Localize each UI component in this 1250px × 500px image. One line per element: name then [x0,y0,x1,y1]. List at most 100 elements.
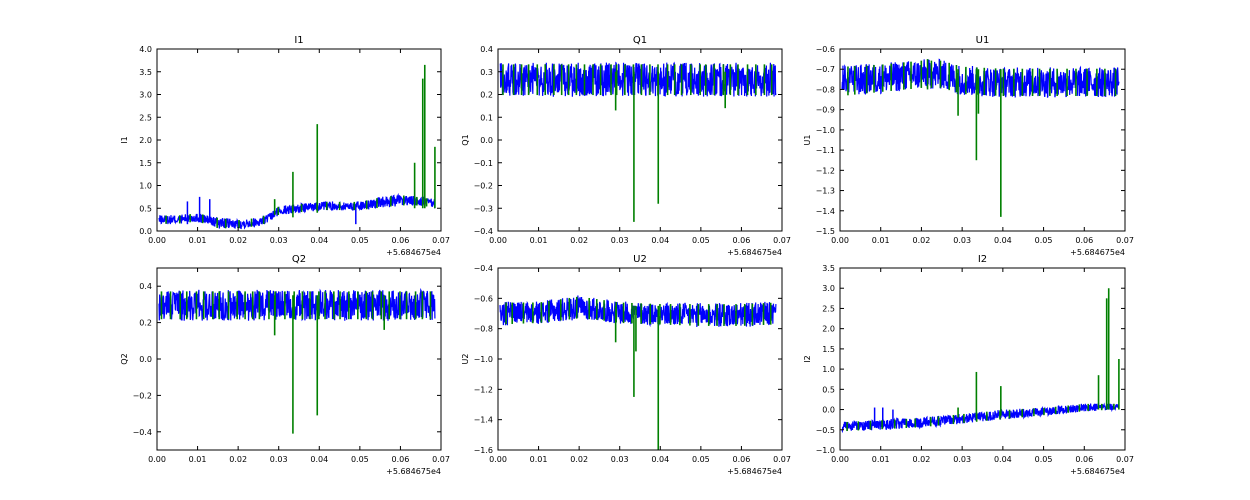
y-tick-label: 2.5 [822,304,835,313]
y-tick-label: −1.4 [816,207,835,216]
y-tick-label: −0.6 [816,45,835,54]
y-axis-label: I2 [803,355,812,362]
y-tick-label: −1.1 [816,146,835,155]
y-tick-label: −0.6 [474,294,493,303]
y-tick-label: −1.2 [474,385,493,394]
subplot-u2: 0.00 0.01 0.02 0.03 0.04 0.05 0.06 0.07 −1.6 −1.4… [461,254,791,476]
axes-frame [839,267,1126,451]
x-tick-label: 0.02 [570,236,588,245]
y-axis-label: Q1 [461,134,470,145]
x-tick-label: 0.02 [229,455,247,464]
y-tick-label: 2.0 [822,325,835,334]
axes-frame [839,48,1126,232]
x-tick-label: 0.06 [1075,455,1093,464]
y-tick-label: −0.9 [816,106,835,115]
y-tick-label: 3.5 [139,68,152,77]
y-axis-label: Q2 [120,353,129,364]
y-tick-label: −0.8 [474,325,493,334]
y-axis-label: I1 [120,136,129,143]
y-tick-label: 3.0 [822,284,835,293]
x-tick-label: 0.02 [913,455,931,464]
y-tick-label: −0.7 [816,65,835,74]
x-tick-label: 0.04 [310,236,328,245]
x-tick-label: 0.06 [392,455,410,464]
x-tick-label: 0.05 [692,236,710,245]
y-tick-label: 0.0 [139,355,152,364]
x-tick-label: 0.05 [1035,236,1053,245]
y-tick-label: −1.0 [816,126,835,135]
x-tick-label: 0.05 [351,236,369,245]
y-tick-label: 0.4 [480,45,493,54]
y-tick-label: −1.6 [474,446,493,455]
y-tick-label: −1.3 [816,187,835,196]
subplot-q2: 0.00 0.01 0.02 0.03 0.04 0.05 0.06 0.07 −0.4 −0.2… [120,254,450,476]
y-tick-label: 0.1 [480,113,493,122]
x-tick-label: 0.00 [489,236,507,245]
plot-area [841,288,1120,434]
x-tick-label: 0.03 [611,236,629,245]
x-tick-label: 0.05 [351,455,369,464]
y-axis-label: U2 [461,354,470,365]
y-tick-label: 0.0 [139,227,152,236]
x-tick-label: 0.00 [148,236,166,245]
y-tick-label: 2.0 [139,136,152,145]
x-tick-label: 0.07 [432,236,450,245]
subplot-title: U2 [633,254,647,265]
subplot-i2: 0.00 0.01 0.02 0.03 0.04 0.05 0.06 0.07 −1.0 −0.5… [803,254,1134,476]
subplot-title: Q1 [633,35,647,46]
y-tick-label: 0.5 [822,385,835,394]
x-tick-label: 0.05 [1035,455,1053,464]
x-tick-label: 0.04 [651,236,669,245]
subplot-title: I2 [978,254,987,265]
y-tick-label: −0.4 [474,227,493,236]
x-tick-label: 0.04 [994,236,1012,245]
x-tick-label: 0.06 [733,455,751,464]
x-tick-label: 0.01 [189,455,207,464]
y-tick-label: −0.1 [474,159,493,168]
x-tick-label: 0.04 [994,455,1012,464]
y-tick-label: −0.2 [474,182,493,191]
subplot-q1: 0.00 0.01 0.02 0.03 0.04 0.05 0.06 0.07 −0.4 −0.3… [461,35,791,257]
y-tick-label: −1.4 [474,416,493,425]
subplot-u1: 0.00 0.01 0.02 0.03 0.04 0.05 0.06 0.07 −1.5 −1.4… [803,35,1134,257]
x-tick-label: 0.00 [489,455,507,464]
y-tick-label: 1.0 [139,182,152,191]
x-tick-label: 0.00 [148,455,166,464]
x-tick-label: 0.06 [1075,236,1093,245]
y-tick-label: −0.8 [816,85,835,94]
plot-area [499,61,777,222]
y-tick-label: −0.2 [133,391,152,400]
x-tick-label: 0.03 [953,236,971,245]
y-tick-label: −1.5 [816,227,835,236]
y-tick-label: 0.5 [139,204,152,213]
subplot-title: I1 [294,35,303,46]
y-tick-label: 1.5 [822,345,835,354]
x-offset-label: +5.684675e4 [727,467,782,476]
y-tick-label: −1.2 [816,166,835,175]
y-tick-label: 0.0 [822,406,835,415]
series1-line [841,58,1120,99]
y-tick-label: 3.0 [139,91,152,100]
plot-area [158,64,436,230]
plot-area [841,58,1120,217]
x-tick-label: 0.01 [872,236,890,245]
y-tick-label: 0.0 [480,136,493,145]
x-tick-label: 0.07 [773,236,791,245]
y-tick-label: 0.3 [480,68,493,77]
y-tick-label: 0.2 [480,91,493,100]
y-axis-label: U1 [803,135,812,146]
y-tick-label: 1.5 [139,159,152,168]
y-tick-label: −1.0 [816,446,835,455]
x-tick-label: 0.01 [872,455,890,464]
x-tick-label: 0.02 [913,236,931,245]
x-offset-label: +5.684675e4 [386,248,441,257]
series1-line [841,402,1120,434]
x-offset-label: +5.684675e4 [727,248,782,257]
x-tick-label: 0.03 [270,236,288,245]
y-tick-label: −1.0 [474,355,493,364]
y-tick-label: 2.5 [139,113,152,122]
x-tick-label: 0.05 [692,455,710,464]
x-tick-label: 0.03 [611,455,629,464]
x-tick-label: 0.00 [831,236,849,245]
